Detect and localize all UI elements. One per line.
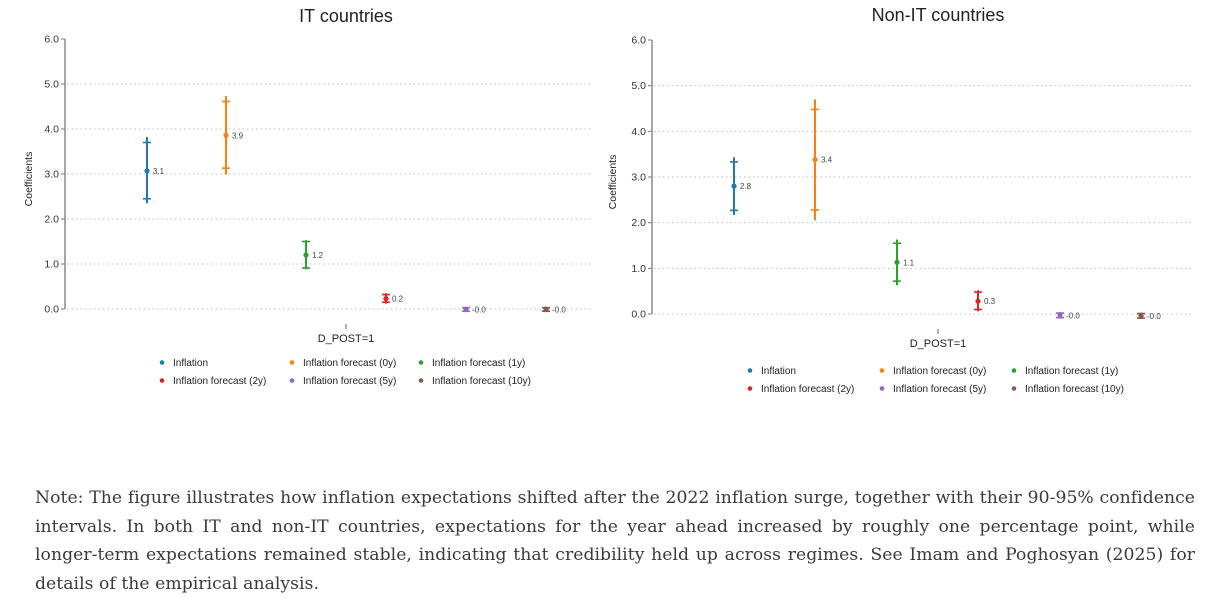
legend-label: Inflation forecast (10y) (1025, 384, 1124, 395)
figure-note: Note: The figure illustrates how inflati… (35, 488, 1195, 594)
legend-label: Inflation (761, 366, 796, 377)
data-label: 3.4 (821, 156, 833, 165)
legend-item: Inflation forecast (0y) (879, 366, 986, 377)
legend-label: Inflation (173, 358, 208, 369)
y-tick-label: 1.0 (44, 259, 59, 271)
x-tick-label: D_POST=1 (910, 338, 967, 350)
legend-item: Inflation forecast (5y) (289, 376, 396, 387)
data-label: 3.9 (232, 131, 244, 140)
legend-label: Inflation forecast (2y) (761, 384, 854, 395)
data-label: 0.2 (392, 295, 404, 304)
legend-item: Inflation forecast (0y) (289, 358, 396, 369)
series-inflation-forecast-0y: 3.4 (811, 99, 833, 221)
legend-item: Inflation forecast (10y) (1011, 384, 1124, 395)
y-tick-label: 5.0 (44, 79, 59, 91)
data-label: 0.3 (984, 297, 996, 306)
y-tick-label: 6.0 (44, 34, 59, 46)
y-tick-label: 2.0 (631, 217, 646, 229)
y-axis-label: Coefficients (23, 152, 35, 207)
point (975, 298, 981, 304)
legend-label: Inflation forecast (1y) (432, 358, 525, 369)
y-tick-label: 4.0 (44, 124, 59, 136)
legend-marker (159, 360, 165, 365)
legend-item: Inflation forecast (1y) (418, 358, 525, 369)
point (894, 259, 900, 265)
series-inflation-forecast-10y: -0.0 (1137, 312, 1161, 321)
point (812, 157, 818, 163)
legend-label: Inflation forecast (0y) (303, 358, 396, 369)
series-inflation-forecast-10y: -0.0 (542, 305, 566, 314)
y-tick-label: 2.0 (44, 214, 59, 226)
legend-marker (289, 378, 295, 383)
legend-label: Inflation forecast (10y) (432, 376, 531, 387)
legend-item: Inflation forecast (5y) (879, 384, 986, 395)
point (1057, 312, 1063, 318)
data-label: 3.1 (153, 167, 165, 176)
legend-item: Inflation (747, 366, 796, 377)
y-tick-label: 1.0 (631, 263, 646, 275)
legend-item: Inflation forecast (2y) (747, 384, 854, 395)
point (223, 132, 229, 138)
legend-item: Inflation forecast (10y) (418, 376, 531, 387)
legend-label: Inflation forecast (5y) (893, 384, 986, 395)
data-label: 2.8 (740, 182, 752, 191)
legend-marker (879, 368, 885, 373)
data-label: -0.0 (1147, 312, 1161, 321)
legend-marker (879, 386, 885, 391)
data-label: 1.2 (312, 251, 324, 260)
y-tick-label: 5.0 (631, 80, 646, 92)
series-inflation: 2.8 (730, 157, 752, 215)
chart-non-it-countries: Non-IT countries 0.0 1.0 2.0 3.0 4.0 5.0 6.0 Coe… (607, 5, 1191, 395)
y-tick-label: 3.0 (44, 169, 59, 181)
legend-marker (289, 360, 295, 365)
charts-figure: IT countries 0.0 1.0 2.0 3.0 4.0 5.0 6.0 Coeffic… (23, 5, 1191, 395)
series-inflation-forecast-5y: -0.0 (462, 305, 486, 314)
data-label: 1.1 (903, 258, 915, 267)
legend-marker (747, 368, 753, 373)
y-tick-label: 4.0 (631, 126, 646, 138)
point (731, 183, 737, 189)
legend-label: Inflation forecast (2y) (173, 376, 266, 387)
legend: Inflation Inflation forecast (0y) Inflatio… (159, 358, 531, 387)
point (383, 296, 389, 302)
series-inflation-forecast-1y: 1.1 (893, 239, 915, 286)
series-inflation-forecast-2y: 0.3 (974, 290, 996, 312)
legend-item: Inflation forecast (1y) (1011, 366, 1118, 377)
point (463, 306, 469, 313)
legend-item: Inflation forecast (2y) (159, 376, 266, 387)
chart-title: IT countries (299, 6, 393, 26)
series-inflation-forecast-5y: -0.0 (1056, 311, 1080, 320)
legend-marker (747, 386, 753, 391)
legend-marker (1011, 386, 1017, 391)
point (1138, 313, 1144, 319)
y-axis-label: Coefficients (607, 155, 619, 210)
series-inflation-forecast-0y: 3.9 (222, 96, 244, 175)
x-tick-label: D_POST=1 (318, 333, 375, 345)
data-label: -0.0 (472, 305, 486, 314)
legend-label: Inflation forecast (5y) (303, 376, 396, 387)
series-inflation-forecast-1y: 1.2 (302, 240, 324, 270)
legend-marker (418, 378, 424, 383)
data-label: -0.0 (552, 305, 566, 314)
legend-label: Inflation forecast (1y) (1025, 366, 1118, 377)
chart-it-countries: IT countries 0.0 1.0 2.0 3.0 4.0 5.0 6.0 Coeffic… (23, 6, 592, 387)
legend-item: Inflation (159, 358, 208, 369)
legend-label: Inflation forecast (0y) (893, 366, 986, 377)
point (303, 252, 309, 258)
y-tick-label: 6.0 (631, 35, 646, 47)
point (543, 306, 549, 313)
point (144, 168, 150, 174)
data-label: -0.0 (1066, 311, 1080, 320)
y-tick-label: 0.0 (44, 304, 59, 316)
legend-marker (1011, 368, 1017, 373)
y-tick-label: 3.0 (631, 172, 646, 184)
legend-marker (159, 378, 165, 383)
legend-marker (418, 360, 424, 365)
series-inflation-forecast-2y: 0.2 (382, 293, 404, 304)
legend: Inflation Inflation forecast (0y) Inflatio… (747, 366, 1124, 395)
chart-title: Non-IT countries (872, 5, 1005, 25)
series-inflation: 3.1 (143, 137, 165, 204)
y-tick-label: 0.0 (631, 309, 646, 321)
